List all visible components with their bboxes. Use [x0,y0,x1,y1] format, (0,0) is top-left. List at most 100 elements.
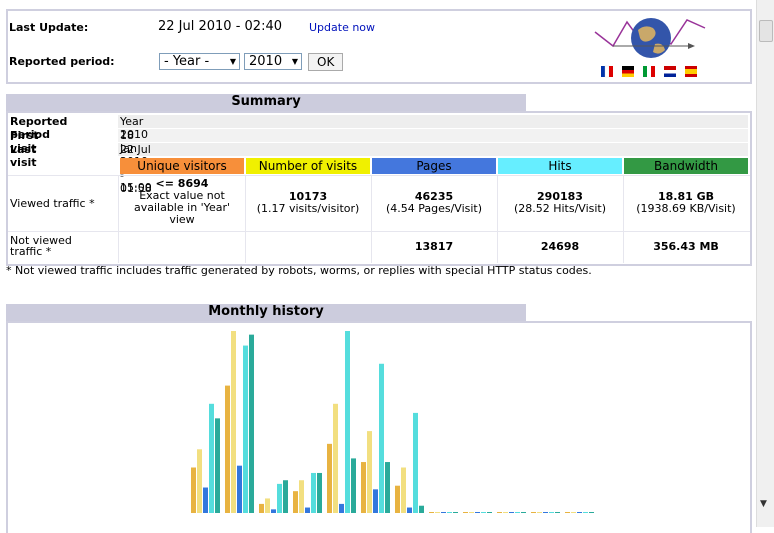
notviewed-hits-value: 24698 [540,240,580,253]
viewed-pages-sub: (4.54 Pages/Visit) [385,202,483,215]
bar-sep-series-3 [481,512,486,513]
bar-jan-series-2 [203,487,208,513]
monthly-history-chart [191,331,594,513]
bar-aug-series-3 [447,512,452,513]
col-pages: Pages [372,158,496,174]
bar-may-series-1 [333,403,338,513]
bar-jan-series-0 [191,467,196,513]
viewed-traffic-label: Viewed traffic * [10,197,95,210]
scroll-down-arrow-icon[interactable]: ▼ [760,499,767,509]
viewed-hits-value: 290183 [537,190,583,203]
notviewed-bandwidth-cell: 356.43 MB [624,241,748,253]
info-label: Last visit [10,143,37,169]
bar-feb-series-3 [243,345,248,513]
bar-may-series-2 [339,503,344,513]
awstats-logo-icon [594,18,706,78]
divider [118,175,119,263]
bar-nov-series-3 [549,512,554,513]
ok-button[interactable]: OK [308,53,344,71]
bar-feb-series-0 [225,385,230,513]
bar-nov-series-4 [555,512,560,513]
year-select[interactable]: 2010 [244,53,302,70]
bar-aug-series-2 [441,512,446,513]
viewed-visits-value: 10173 [288,190,328,203]
year-select-value: 2010 [249,54,283,69]
monthly-history-title: Monthly history [6,304,526,321]
last-update-value: 22 Jul 2010 - 02:40 [158,19,282,34]
bar-jun-series-4 [385,462,390,513]
last-update-label: Last Update: [9,21,89,34]
language-flags-icon [601,65,697,78]
not-viewed-traffic-label: Not viewed traffic * [10,234,72,258]
bar-jan-series-1 [197,449,202,513]
bar-jul-series-2 [407,507,412,513]
bar-oct-series-3 [515,512,520,513]
bar-apr-series-2 [305,507,310,513]
bar-mar-series-1 [265,498,270,513]
bar-feb-series-4 [249,334,254,513]
bar-may-series-4 [351,458,356,513]
bar-mar-series-0 [259,503,264,513]
scrollbar-thumb[interactable] [759,20,773,42]
info-bg [118,143,748,156]
bar-dec-series-1 [571,512,576,513]
bar-may-series-0 [327,443,332,513]
bar-jul-series-3 [413,412,418,513]
scrollbar[interactable]: ▼ [756,0,774,527]
divider [497,175,498,263]
bar-sep-series-0 [463,512,468,513]
bar-sep-series-2 [475,512,480,513]
period-label: Reported period: [9,55,115,68]
bar-feb-series-2 [237,465,242,513]
bar-dec-series-4 [589,512,594,513]
summary-table: Reported period Year 2010 First visit 18… [6,111,752,266]
viewed-pages-value: 46235 [414,190,454,203]
bar-jul-series-1 [401,467,406,513]
bar-sep-series-4 [487,512,492,513]
bar-apr-series-0 [293,491,298,513]
bar-jun-series-0 [361,462,366,513]
notviewed-pages-value: 13817 [414,240,454,253]
bar-aug-series-4 [453,512,458,513]
bar-oct-series-1 [503,512,508,513]
bar-jun-series-3 [379,363,384,513]
viewed-bandwidth-sub: (1938.69 KB/Visit) [636,202,736,215]
bar-jun-series-1 [367,431,372,513]
bar-jul-series-4 [419,505,424,513]
bar-sep-series-1 [469,512,474,513]
bar-oct-series-4 [521,512,526,513]
bar-aug-series-0 [429,512,434,513]
top-panel: Last Update: 22 Jul 2010 - 02:40 Update … [6,9,752,84]
divider [8,175,750,176]
bar-oct-series-2 [509,512,514,513]
footnote: * Not viewed traffic includes traffic ge… [6,264,592,277]
bar-nov-series-1 [537,512,542,513]
bar-may-series-3 [345,331,350,513]
divider [8,231,750,232]
divider [371,175,372,263]
bar-mar-series-3 [277,483,282,513]
bar-nov-series-2 [543,512,548,513]
viewed-pages-cell: 46235 (4.54 Pages/Visit) [372,191,496,215]
update-now-link[interactable]: Update now [309,21,376,34]
bar-jul-series-0 [395,485,400,513]
divider [623,175,624,263]
monthly-history-panel [6,321,752,533]
col-number-of-visits: Number of visits [246,158,370,174]
viewed-bandwidth-cell: 18.81 GB (1938.69 KB/Visit) [624,191,748,215]
viewed-visits-cell: 10173 (1.17 visits/visitor) [246,191,370,215]
info-value: Year 2010 [120,115,148,141]
info-bg [118,115,748,128]
viewed-unique-note: Exact value not available in 'Year' view [133,189,230,226]
bar-oct-series-0 [497,512,502,513]
viewed-hits-cell: 290183 (28.52 Hits/Visit) [498,191,622,215]
bar-mar-series-4 [283,480,288,513]
bar-apr-series-4 [317,472,322,513]
bar-nov-series-0 [531,512,536,513]
notviewed-hits-cell: 24698 [498,241,622,253]
bar-dec-series-3 [583,512,588,513]
period-select[interactable]: - Year - [159,53,240,70]
col-bandwidth: Bandwidth [624,158,748,174]
bar-jun-series-2 [373,489,378,513]
col-unique-visitors: Unique visitors [120,158,244,174]
